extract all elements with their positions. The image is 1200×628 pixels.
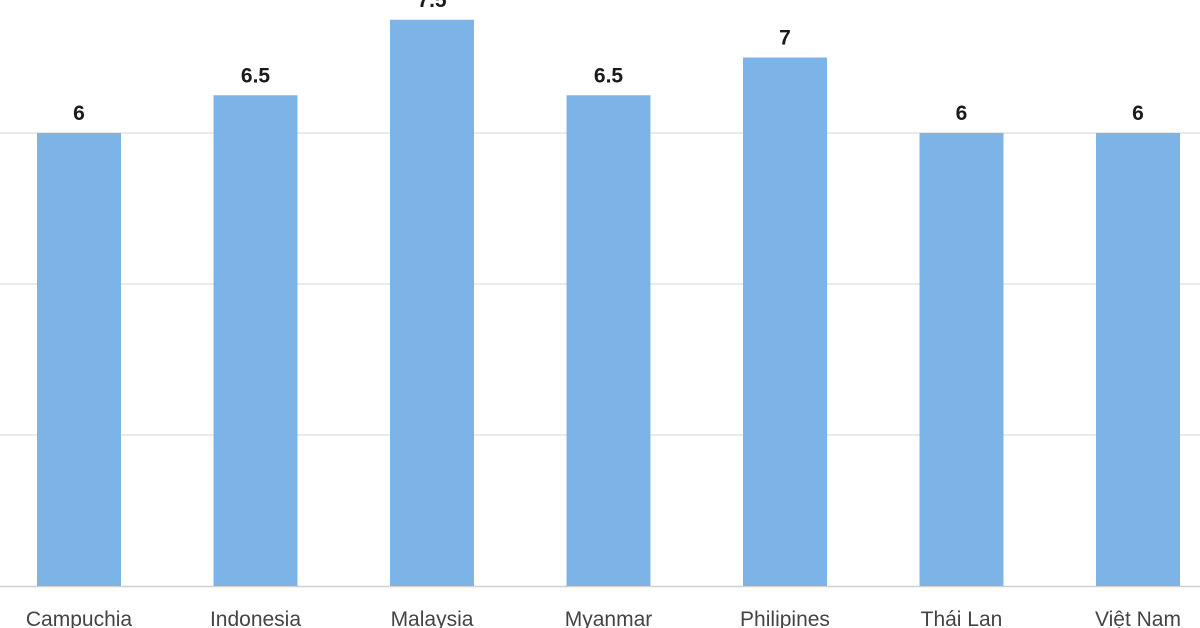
- data-label-1: 6: [73, 102, 85, 125]
- category-label-4: Myanmar: [565, 608, 653, 628]
- bar-2: [213, 95, 298, 586]
- bar-3: [390, 19, 474, 586]
- category-label-2: Indonesia: [210, 608, 301, 628]
- bar-7: [1096, 133, 1180, 586]
- category-label-1: Campuchia: [26, 608, 133, 628]
- category-label-6: Thái Lan: [921, 608, 1003, 628]
- category-label-3: Malaysia: [391, 608, 474, 628]
- data-label-7: 6: [1132, 102, 1144, 125]
- bar-6: [919, 133, 1004, 586]
- data-label-6: 6: [956, 102, 968, 125]
- data-label-4: 6.5: [594, 64, 624, 87]
- bars: [37, 19, 1180, 586]
- category-label-5: Philipines: [740, 608, 830, 628]
- data-label-3: 7.5: [417, 0, 447, 12]
- data-label-2: 6.5: [241, 64, 271, 87]
- data-label-5: 7: [779, 27, 791, 50]
- category-labels: Campuchia Indonesia Malaysia Myanmar Philipi…: [26, 608, 1181, 628]
- data-labels: 6 6.5 7.5 6.5 7 6 6: [73, 0, 1144, 125]
- bar-4: [566, 95, 651, 586]
- bar-5: [743, 57, 827, 586]
- bar-1: [37, 133, 121, 586]
- category-label-7: Việt Nam: [1095, 608, 1181, 628]
